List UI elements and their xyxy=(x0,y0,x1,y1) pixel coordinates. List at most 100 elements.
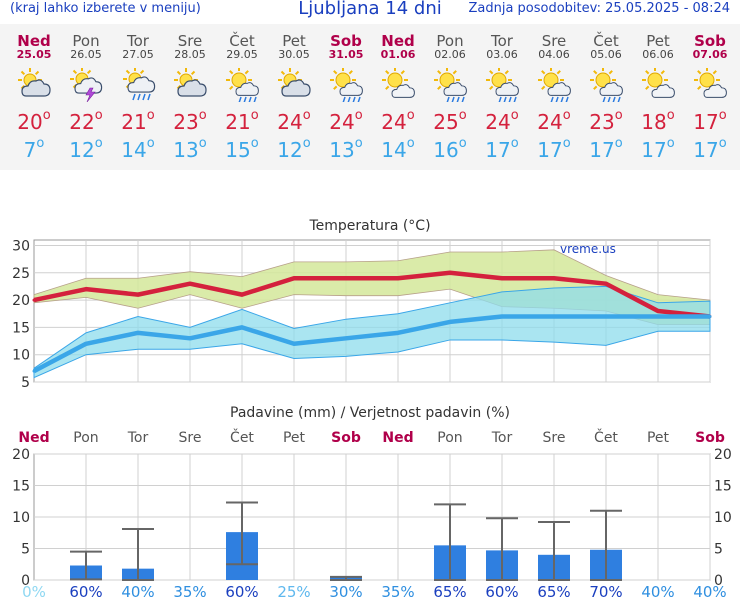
y-tick-label-right: 15 xyxy=(714,479,732,495)
day-column: Pet 06.06 18o 17o xyxy=(632,24,684,170)
min-temperature-point xyxy=(292,342,296,346)
day-name: Tor xyxy=(491,32,513,50)
y-tick-label: 10 xyxy=(12,348,30,364)
max-temperature-point xyxy=(500,276,504,280)
day-name: Sob xyxy=(330,32,362,50)
max-temperature: 24o xyxy=(537,108,571,134)
day-name: Čet xyxy=(593,32,619,50)
max-temperature: 24o xyxy=(485,108,519,134)
max-temperature-point xyxy=(240,293,244,297)
y-tick-label: 30 xyxy=(12,238,30,254)
thunderstorm-icon xyxy=(70,68,103,102)
min-temperature-point xyxy=(84,342,88,346)
min-temperature-point xyxy=(656,314,660,318)
x-day-label: Ned xyxy=(18,430,49,446)
location-menu-link[interactable]: (kraj lahko izberete v meniju) xyxy=(10,1,201,16)
watermark: vreme.us xyxy=(560,242,616,256)
max-temperature-point xyxy=(604,282,608,286)
precipitation-probability: 40% xyxy=(121,583,154,600)
day-name: Ned xyxy=(17,32,51,50)
precipitation-probability: 60% xyxy=(485,583,518,600)
day-date: 26.05 xyxy=(70,48,102,61)
x-day-label: Sob xyxy=(331,430,361,446)
x-day-label: Tor xyxy=(491,430,513,446)
precipitation-chart: Ned Pon Tor Sre Čet Pet Sob Ned Pon Tor Sre Čet Pet S… xyxy=(12,428,732,600)
max-temperature-point xyxy=(188,282,192,286)
day-date: 06.06 xyxy=(642,48,674,61)
day-date: 30.05 xyxy=(278,48,310,61)
sun-cloud-icon xyxy=(382,68,415,98)
max-temperature-point xyxy=(396,276,400,280)
precipitation-probability: 35% xyxy=(381,583,414,600)
day-date: 02.06 xyxy=(434,48,466,61)
precipitation-probability: 65% xyxy=(433,583,466,600)
day-date: 04.06 xyxy=(538,48,570,61)
day-name: Tor xyxy=(127,32,149,50)
day-name: Pon xyxy=(72,32,100,50)
day-column: Sre 28.05 23o 13o xyxy=(164,24,216,170)
y-tick-label-right: 10 xyxy=(714,510,732,526)
precipitation-chart-title: Padavine (mm) / Verjetnost padavin (%) xyxy=(230,405,510,421)
day-name: Pet xyxy=(646,32,670,50)
min-temperature-point xyxy=(240,325,244,329)
max-temperature: 21o xyxy=(225,108,259,134)
y-tick-label: 10 xyxy=(12,510,30,526)
temperature-chart-title: Temperatura (°C) xyxy=(309,218,431,234)
partly-cloudy-icon xyxy=(18,68,51,97)
sun-rain-icon xyxy=(538,68,571,102)
precipitation-probability: 25% xyxy=(277,583,310,600)
max-temperature: 23o xyxy=(173,108,207,134)
y-tick-label: 15 xyxy=(12,320,30,336)
x-day-label: Tor xyxy=(127,430,149,446)
y-tick-label: 0 xyxy=(21,573,30,589)
max-temperature: 21o xyxy=(121,108,155,134)
min-temperature: 14o xyxy=(121,136,155,162)
day-column: Sob 31.05 24o 13o xyxy=(320,24,372,170)
y-tick-label: 15 xyxy=(12,479,30,495)
y-tick-label: 5 xyxy=(21,542,30,558)
y-tick-label-right: 20 xyxy=(714,447,732,463)
temperature-chart: 5 10 15 20 25 30 vreme.us xyxy=(12,238,712,391)
min-temperature: 13o xyxy=(173,136,207,162)
day-date: 01.06 xyxy=(380,48,416,61)
x-day-label: Čet xyxy=(594,428,618,446)
x-day-label: Pet xyxy=(647,430,670,446)
partly-cloudy-icon xyxy=(174,68,207,97)
day-date: 27.05 xyxy=(122,48,154,61)
day-name: Pon xyxy=(436,32,464,50)
max-temperature: 22o xyxy=(69,108,103,134)
precipitation-probability: 35% xyxy=(173,583,206,600)
sun-rain-icon xyxy=(434,68,467,102)
min-temperature: 17o xyxy=(537,136,571,162)
min-temperature: 14o xyxy=(381,136,415,162)
day-date: 29.05 xyxy=(226,48,258,61)
min-temperature: 7o xyxy=(23,136,45,162)
day-name: Pet xyxy=(282,32,306,50)
day-column: Ned 01.06 24o 14o xyxy=(372,24,424,170)
max-temperature-point xyxy=(552,276,556,280)
precipitation-probability: 40% xyxy=(693,583,726,600)
min-temperature: 16o xyxy=(433,136,467,162)
min-temperature-point xyxy=(32,369,36,373)
header: (kraj lahko izberete v meniju) Ljubljana… xyxy=(0,0,740,22)
max-temperature-line xyxy=(33,270,711,319)
day-date: 28.05 xyxy=(174,48,206,61)
precipitation-probability: 65% xyxy=(537,583,570,600)
max-temperature-point xyxy=(344,276,348,280)
max-temperature-point xyxy=(448,271,452,275)
sun-rain-icon xyxy=(486,68,519,102)
y-tick-label-right: 0 xyxy=(714,573,723,589)
day-date: 03.06 xyxy=(486,48,518,61)
sun-rain-icon xyxy=(226,68,259,102)
day-name: Sre xyxy=(541,32,567,50)
max-temperature-point xyxy=(656,309,660,313)
sun-cloud-icon xyxy=(694,68,727,98)
day-name: Sob xyxy=(694,32,726,50)
day-date: 07.06 xyxy=(692,48,728,61)
min-temperature: 17o xyxy=(641,136,675,162)
day-column: Sob 07.06 17o 17o xyxy=(684,24,736,170)
max-temperature-point xyxy=(84,287,88,291)
day-column: Čet 29.05 21o 15o xyxy=(216,24,268,170)
max-temperature: 18o xyxy=(641,108,675,134)
cloud-rain-icon xyxy=(123,68,156,101)
